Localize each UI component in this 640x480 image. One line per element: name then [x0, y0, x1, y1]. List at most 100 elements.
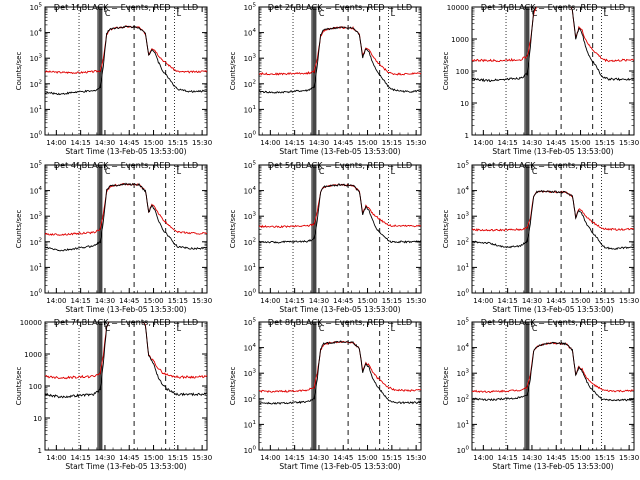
- y-tick-exponent: 0: [39, 131, 43, 137]
- plot-frame: [471, 321, 635, 451]
- y-tick-label: 10: [460, 100, 469, 108]
- lld-series-line: [259, 340, 421, 393]
- x-tick-label: 15:00: [143, 139, 163, 147]
- y-tick-exponent: 5: [466, 161, 470, 167]
- y-axis-label: Counts/sec: [442, 367, 450, 406]
- y-tick-exponent: 4: [466, 343, 470, 349]
- y-tick-exponent: 2: [253, 394, 257, 400]
- y-tick-label: 104: [244, 343, 257, 353]
- x-tick-label: 14:15: [71, 297, 91, 305]
- marker-c: C: [319, 324, 325, 333]
- lld-series-line: [259, 26, 421, 76]
- panel-title: Det 5f BLACK = Events, RED = LLD: [268, 160, 412, 170]
- marker-c: C: [532, 324, 538, 333]
- marker-c: C: [105, 167, 111, 176]
- y-tick-label: 100: [456, 68, 469, 76]
- y-tick-label: 103: [457, 212, 470, 222]
- x-tick-label: 14:00: [46, 139, 66, 147]
- marker-c: C: [532, 167, 538, 176]
- y-tick-exponent: 4: [39, 186, 43, 192]
- y-tick-exponent: 1: [39, 263, 43, 269]
- x-tick-label: 15:15: [595, 454, 615, 462]
- y-tick-label: 102: [457, 394, 469, 404]
- y-tick-label: 100: [244, 131, 257, 141]
- y-tick-exponent: 4: [253, 343, 257, 349]
- panel-2: Det 2f BLACK = Events, RED = LLD10010110…: [229, 2, 426, 156]
- y-tick-label: 101: [244, 105, 256, 115]
- y-tick-exponent: 0: [39, 289, 43, 295]
- marker-c: C: [105, 324, 111, 333]
- marker-c: C: [105, 9, 111, 18]
- y-tick-label: 103: [244, 369, 257, 379]
- x-tick-label: 14:30: [522, 297, 542, 305]
- panel-7: Det 7f BLACK = Events, RED = LLD 1 10 100 10…: [15, 317, 212, 471]
- y-tick-exponent: 5: [39, 3, 43, 9]
- panel-title: Det 8f BLACK = Events, RED = LLD: [268, 317, 412, 327]
- y-tick-exponent: 3: [39, 54, 43, 60]
- x-tick-label: 14:00: [260, 454, 280, 462]
- panel-3: Det 3f BLACK = Events, RED = LLD 1 10 100 10…: [442, 2, 639, 156]
- y-tick-label: 101: [30, 105, 42, 115]
- y-tick-label: 103: [457, 369, 470, 379]
- y-tick-exponent: 1: [466, 420, 470, 426]
- y-axis-label: Counts/sec: [15, 367, 23, 406]
- lld-series-line: [45, 182, 207, 236]
- y-tick-label: 1000: [451, 36, 469, 44]
- marker-l: L: [604, 324, 609, 333]
- y-tick-label: 102: [457, 237, 469, 247]
- panel-5: Det 5f BLACK = Events, RED = LLD10010110…: [229, 160, 426, 314]
- y-tick-exponent: 4: [253, 186, 257, 192]
- lld-series-line: [472, 341, 634, 393]
- marker-l: L: [604, 9, 609, 18]
- x-axis-label: Start Time (13-Feb-05 13:53:00): [65, 462, 186, 471]
- y-tick-label: 104: [30, 28, 43, 38]
- x-tick-label: 14:30: [95, 454, 115, 462]
- x-tick-label: 14:15: [498, 139, 518, 147]
- x-axis-label: Start Time (13-Feb-05 13:53:00): [279, 462, 400, 471]
- y-tick-label: 101: [457, 263, 469, 273]
- y-axis-label: Counts/sec: [229, 367, 237, 406]
- events-series-line: [45, 182, 207, 252]
- y-tick-label: 101: [244, 420, 256, 430]
- x-tick-label: 15:30: [406, 139, 426, 147]
- y-tick-label: 105: [457, 318, 470, 328]
- x-tick-label: 15:15: [168, 297, 188, 305]
- y-axis-label: Counts/sec: [229, 210, 237, 249]
- events-series-line: [472, 7, 634, 83]
- y-tick-label: 100: [457, 446, 470, 456]
- y-tick-label: 1000: [24, 351, 42, 359]
- panel-title: Det 6f BLACK = Events, RED = LLD: [481, 160, 625, 170]
- x-tick-label: 14:00: [260, 297, 280, 305]
- marker-l: L: [604, 167, 609, 176]
- marker-c: C: [319, 9, 325, 18]
- x-tick-label: 15:00: [357, 454, 377, 462]
- y-tick-exponent: 0: [253, 446, 257, 452]
- y-tick-exponent: 5: [253, 161, 257, 167]
- x-tick-label: 14:15: [285, 454, 305, 462]
- y-tick-exponent: 0: [466, 289, 470, 295]
- marker-l: L: [177, 9, 182, 18]
- panel-title: Det 4f BLACK = Events, RED = LLD: [54, 160, 198, 170]
- x-tick-label: 14:45: [546, 139, 566, 147]
- x-tick-label: 15:30: [406, 454, 426, 462]
- y-tick-label: 102: [30, 79, 42, 89]
- y-tick-exponent: 4: [466, 186, 470, 192]
- panel-1: Det 1f BLACK = Events, RED = LLD10010110…: [15, 2, 212, 156]
- x-tick-label: 14:00: [46, 297, 66, 305]
- y-tick-exponent: 2: [253, 79, 257, 85]
- y-tick-exponent: 3: [466, 212, 470, 218]
- panel-6: Det 6f BLACK = Events, RED = LLD10010110…: [442, 160, 639, 314]
- y-tick-label: 104: [30, 186, 43, 196]
- lld-series-line: [45, 25, 207, 75]
- y-tick-label: 104: [244, 186, 257, 196]
- y-tick-exponent: 2: [253, 237, 257, 243]
- x-tick-label: 15:30: [619, 297, 639, 305]
- plot-frame: [44, 321, 208, 451]
- y-tick-exponent: 4: [39, 28, 43, 34]
- y-tick-label: 103: [30, 212, 43, 222]
- y-tick-label: 1: [38, 447, 42, 455]
- events-series-line: [472, 341, 634, 402]
- y-tick-exponent: 1: [39, 105, 43, 111]
- y-tick-exponent: 1: [253, 420, 257, 426]
